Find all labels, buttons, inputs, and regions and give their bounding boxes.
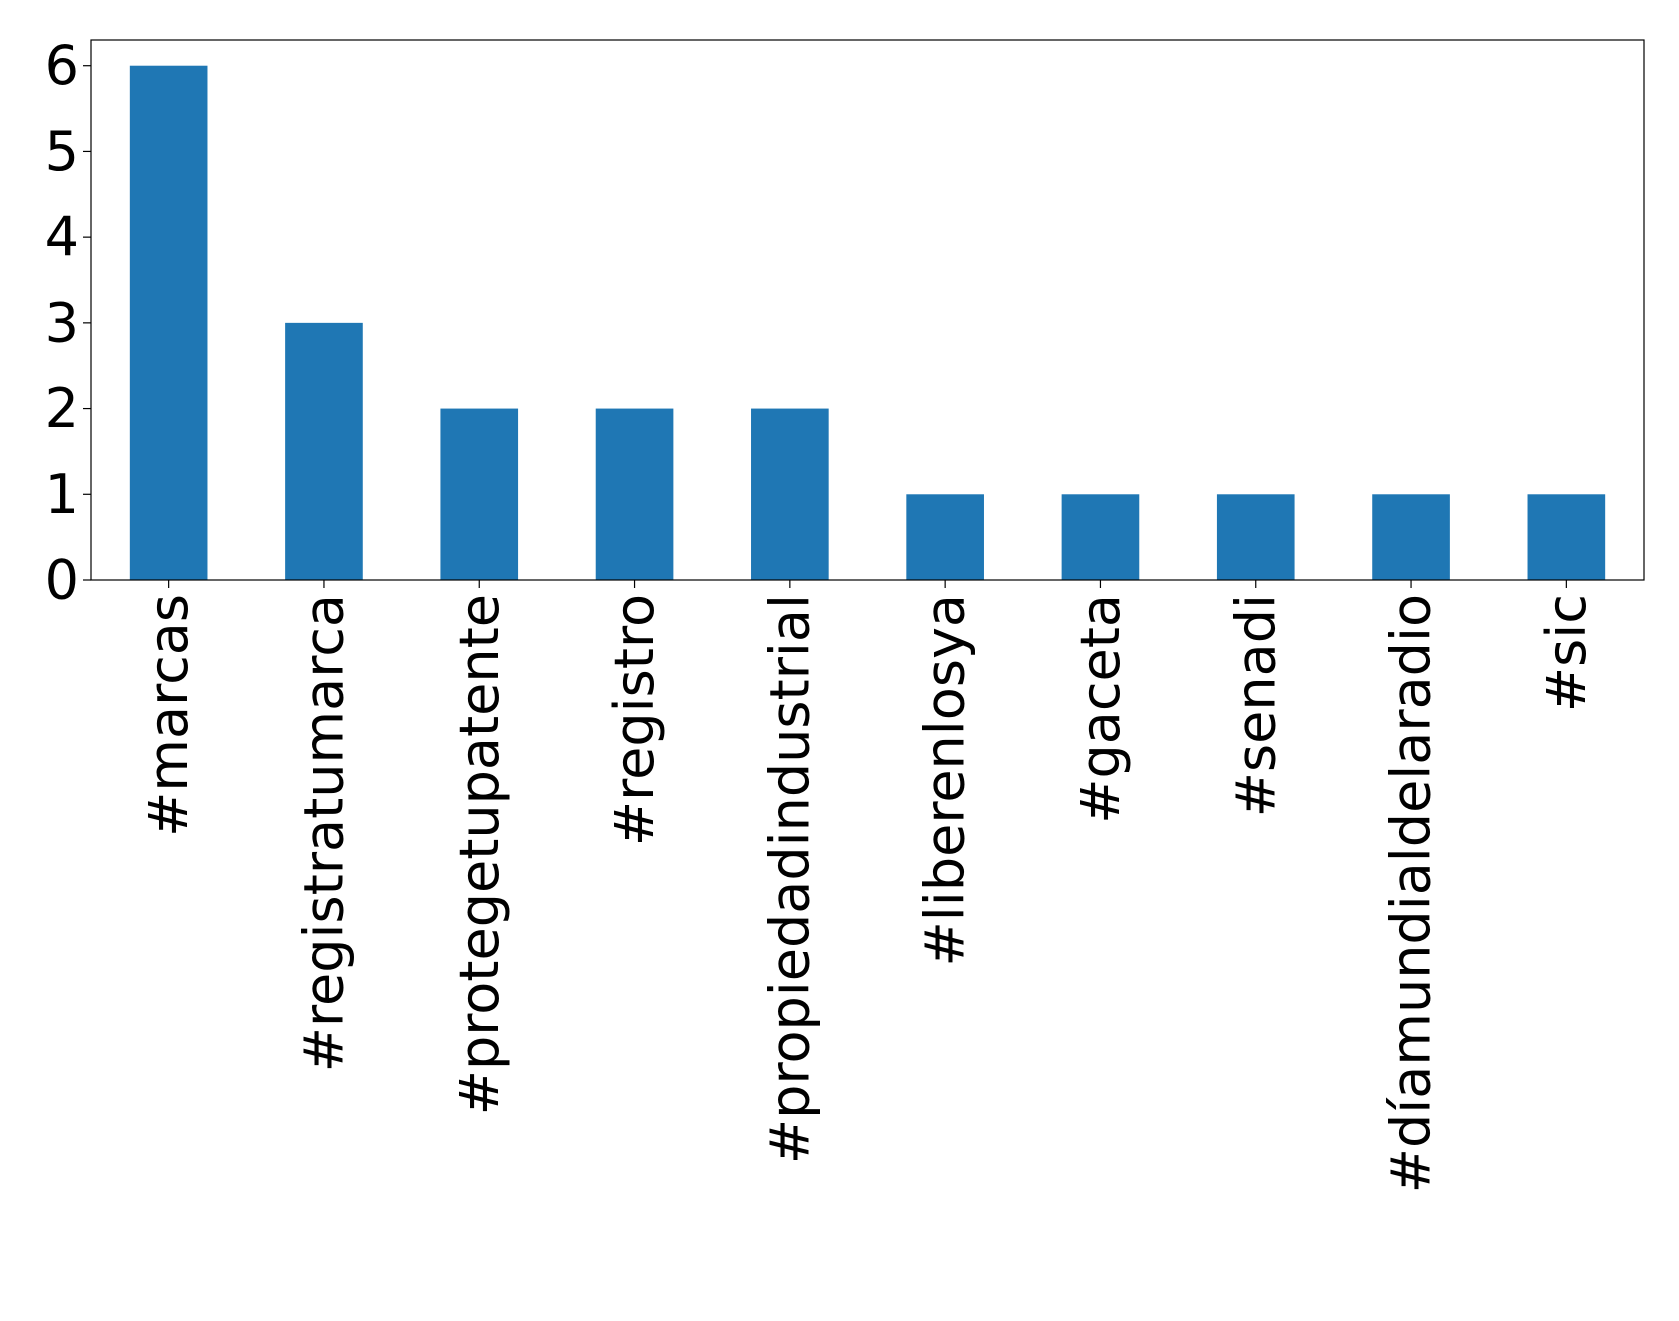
y-tick-label: 1: [45, 463, 79, 526]
bar: [595, 408, 674, 580]
y-tick-label: 6: [45, 34, 79, 97]
bar: [129, 65, 208, 580]
x-tick-label: #gaceta: [1069, 594, 1132, 824]
y-tick-label: 4: [45, 206, 79, 269]
y-tick-label: 0: [45, 549, 79, 612]
plot-frame: [90, 39, 1645, 581]
bar: [1527, 494, 1606, 580]
x-tick-label: #protegetupatente: [448, 594, 511, 1115]
y-tick-label: 2: [45, 377, 79, 440]
x-tick-label: #senadi: [1224, 594, 1287, 817]
y-tick-label: 3: [45, 291, 79, 354]
x-tick-label: #registro: [603, 594, 666, 846]
bar: [1216, 494, 1295, 580]
x-tick-label: #sic: [1535, 594, 1598, 712]
bar: [1061, 494, 1140, 580]
bar: [751, 408, 829, 580]
bar: [906, 494, 984, 580]
x-tick-label: #propiedadindustrial: [758, 594, 821, 1164]
x-tick-label: #registratumarca: [292, 594, 355, 1072]
y-tick-label: 5: [45, 120, 79, 183]
bar: [285, 322, 363, 580]
x-tick-label: #marcas: [137, 594, 200, 837]
x-tick-label: #díamundialdelaradio: [1380, 594, 1443, 1193]
bar: [1372, 494, 1450, 580]
bar: [440, 408, 519, 580]
x-tick-label: #liberenlosya: [914, 594, 977, 966]
